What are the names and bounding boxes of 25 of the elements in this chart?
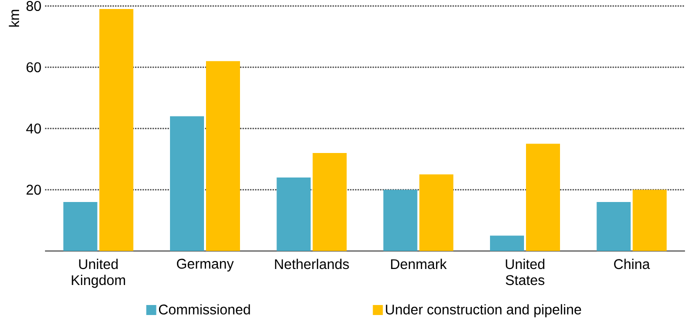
x-tick-label: United States — [506, 258, 544, 286]
bar — [596, 202, 631, 251]
bar — [526, 144, 560, 251]
y-axis-title: km — [8, 10, 20, 27]
bar — [63, 202, 98, 251]
y-tick-label: 60 — [26, 62, 41, 72]
x-tick-label: Netherlands — [275, 258, 349, 270]
bar — [170, 116, 204, 251]
legend-label: Under construction and pipeline — [386, 304, 582, 318]
bar — [419, 174, 454, 251]
bar — [276, 178, 311, 251]
bar — [206, 61, 240, 251]
legend-label: Commissioned — [158, 304, 250, 314]
y-tick-label: 20 — [26, 184, 41, 195]
bar — [312, 153, 347, 251]
bar — [99, 9, 134, 251]
bar — [383, 190, 418, 251]
y-tick-label: 40 — [26, 124, 41, 134]
y-tick-label: 80 — [26, 1, 41, 11]
bar — [632, 190, 667, 251]
x-tick-label: Germany — [176, 258, 234, 272]
x-tick-label: China — [614, 258, 650, 270]
bar — [490, 236, 524, 251]
x-tick-label: United Kingdom — [72, 258, 126, 288]
x-tick-label: Denmark — [391, 258, 447, 270]
